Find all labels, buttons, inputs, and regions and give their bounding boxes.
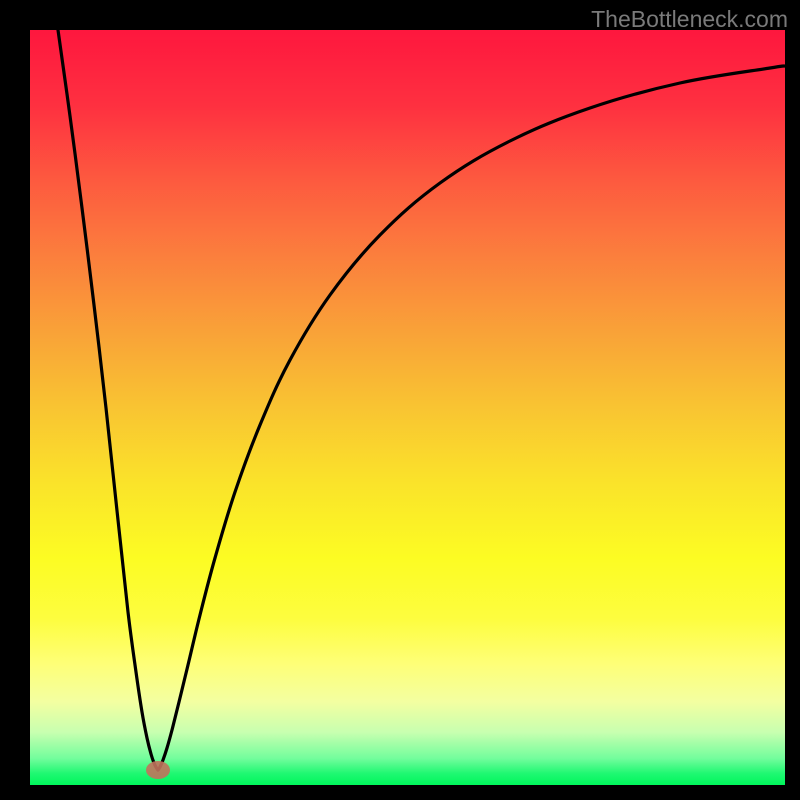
watermark-text: TheBottleneck.com xyxy=(591,6,788,33)
curve-right-branch xyxy=(158,66,785,770)
bottleneck-curve xyxy=(30,30,785,785)
minimum-marker xyxy=(146,761,170,779)
plot-area xyxy=(30,30,785,785)
curve-left-branch xyxy=(58,30,158,770)
chart-frame: TheBottleneck.com xyxy=(0,0,800,800)
